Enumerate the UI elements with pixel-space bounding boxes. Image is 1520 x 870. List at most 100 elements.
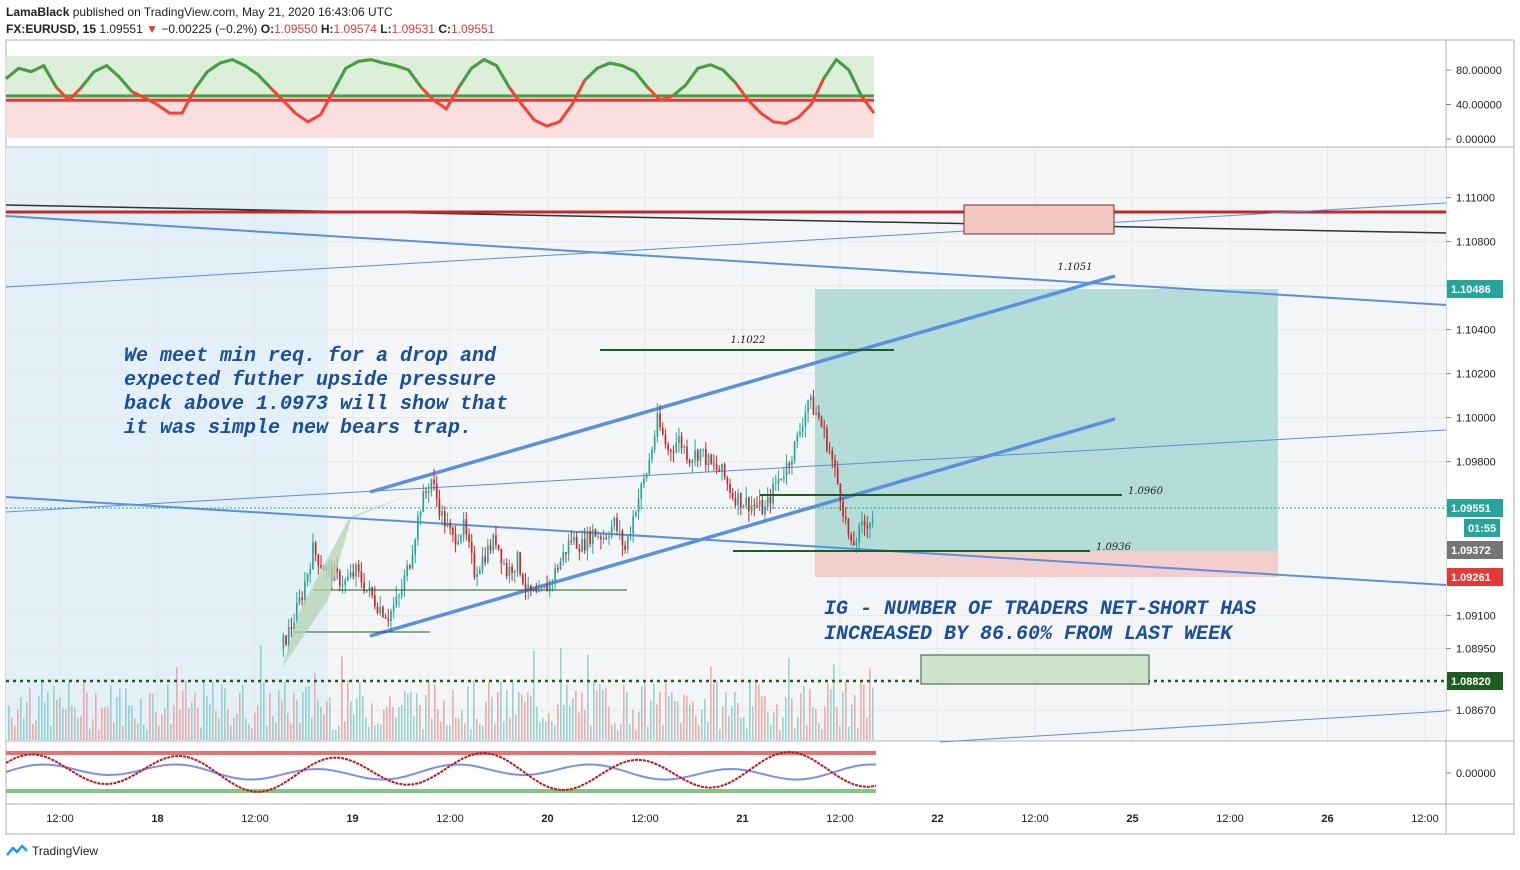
volume-bar xyxy=(686,695,688,740)
time-axis[interactable]: 12:00 18 12:00 19 12:00 20 12:00 21 12:00 22 12:00… xyxy=(46,813,1439,825)
volume-bar xyxy=(89,728,91,740)
volume-bar xyxy=(629,723,631,740)
candle-body xyxy=(513,570,516,573)
candle-body xyxy=(408,565,411,569)
support-box[interactable] xyxy=(920,654,1150,685)
candle-body xyxy=(339,571,341,586)
volume-bar xyxy=(746,728,748,740)
price-tick-label: 1.08670 xyxy=(1456,705,1496,717)
volume-bar xyxy=(341,656,343,740)
volume-bar xyxy=(362,695,364,740)
candle-body xyxy=(696,450,699,461)
volume-bar xyxy=(617,729,619,740)
candle-body xyxy=(344,580,347,586)
volume-bar xyxy=(419,705,421,740)
candle-body xyxy=(828,450,831,452)
volume-bar xyxy=(515,714,517,740)
candle-body xyxy=(495,535,497,545)
candle-body xyxy=(282,635,285,649)
candle-body xyxy=(694,450,696,461)
volume-bar xyxy=(32,723,34,740)
candle-body xyxy=(341,585,344,587)
volume-bar xyxy=(701,709,703,740)
candle-body xyxy=(726,477,729,484)
candle-body xyxy=(567,540,570,554)
volume-bar xyxy=(773,712,775,740)
candle-body xyxy=(306,573,309,582)
candle-body xyxy=(635,511,637,517)
candle-body xyxy=(336,567,339,572)
time-tick-label: 12:00 xyxy=(631,813,659,825)
candle-body xyxy=(290,627,293,630)
candle-body xyxy=(487,545,489,563)
candle-body xyxy=(546,585,548,592)
price-tick-label: 1.09800 xyxy=(1456,457,1496,469)
candle-body xyxy=(530,585,532,592)
volume-bar xyxy=(440,721,442,740)
footer-brand[interactable]: TradingView xyxy=(32,844,99,858)
volume-bar xyxy=(140,698,142,740)
volume-bar xyxy=(176,667,178,740)
candle-body xyxy=(575,536,578,549)
volume-bar xyxy=(104,707,106,740)
volume-bar xyxy=(776,704,778,740)
volume-bar xyxy=(335,729,337,740)
candle-body xyxy=(691,460,694,464)
time-tick-label: 12:00 xyxy=(1216,813,1244,825)
candle-body xyxy=(573,536,575,542)
volume-bar xyxy=(266,725,268,740)
volume-bar xyxy=(119,688,121,740)
symbol[interactable]: FX:EURUSD, 15 xyxy=(6,22,97,36)
volume-bar xyxy=(251,728,253,740)
candle-body xyxy=(675,443,678,452)
volume-bar xyxy=(656,704,658,740)
candle-body xyxy=(643,478,645,485)
candle-body xyxy=(680,436,683,448)
resistance-box[interactable] xyxy=(963,204,1115,235)
volume-bar xyxy=(80,716,82,740)
candle-body xyxy=(551,581,554,583)
price-tag-bg xyxy=(1447,499,1503,517)
volume-bar xyxy=(794,728,796,740)
volume-bar xyxy=(461,710,463,740)
volume-bar xyxy=(827,683,829,740)
volume-bar xyxy=(164,708,166,740)
ascending-channel-top xyxy=(369,274,1116,494)
volume-bar xyxy=(404,690,406,740)
candle-body xyxy=(640,484,643,499)
volume-bar xyxy=(299,722,301,740)
candle-body xyxy=(817,412,820,418)
volume-bar xyxy=(47,691,49,740)
volume-bar xyxy=(851,704,853,740)
candle-body xyxy=(616,517,618,531)
volume-bar xyxy=(728,715,730,740)
candle-body xyxy=(713,463,715,465)
candle-body xyxy=(371,587,373,596)
volume-bar xyxy=(641,686,643,740)
volume-bar xyxy=(563,704,565,740)
publish-line: LamaBlack published on TradingView.com, … xyxy=(6,5,393,19)
volume-bar xyxy=(806,724,808,740)
candle-body xyxy=(661,427,664,435)
volume-bar xyxy=(194,692,196,740)
volume-bar xyxy=(500,681,502,740)
analysis-note-line: it was simple new bears trap. xyxy=(124,417,472,440)
author-name[interactable]: LamaBlack xyxy=(6,5,70,19)
candle-body xyxy=(656,413,659,437)
volume-bar xyxy=(842,691,844,740)
volume-bar xyxy=(737,702,739,740)
volume-bar xyxy=(605,687,607,740)
volume-bar xyxy=(758,684,760,740)
time-tick-label: 19 xyxy=(346,813,358,825)
volume-bar xyxy=(398,706,400,740)
volume-bar xyxy=(869,668,871,740)
candle-body xyxy=(750,504,753,512)
price-tick-label: 1.10000 xyxy=(1456,413,1496,425)
price-tag-bg xyxy=(1447,672,1503,690)
volume-bar xyxy=(383,709,385,740)
candle-body xyxy=(500,548,503,564)
volume-bar xyxy=(62,707,64,740)
candle-body xyxy=(764,506,766,515)
candle-body xyxy=(357,564,360,572)
